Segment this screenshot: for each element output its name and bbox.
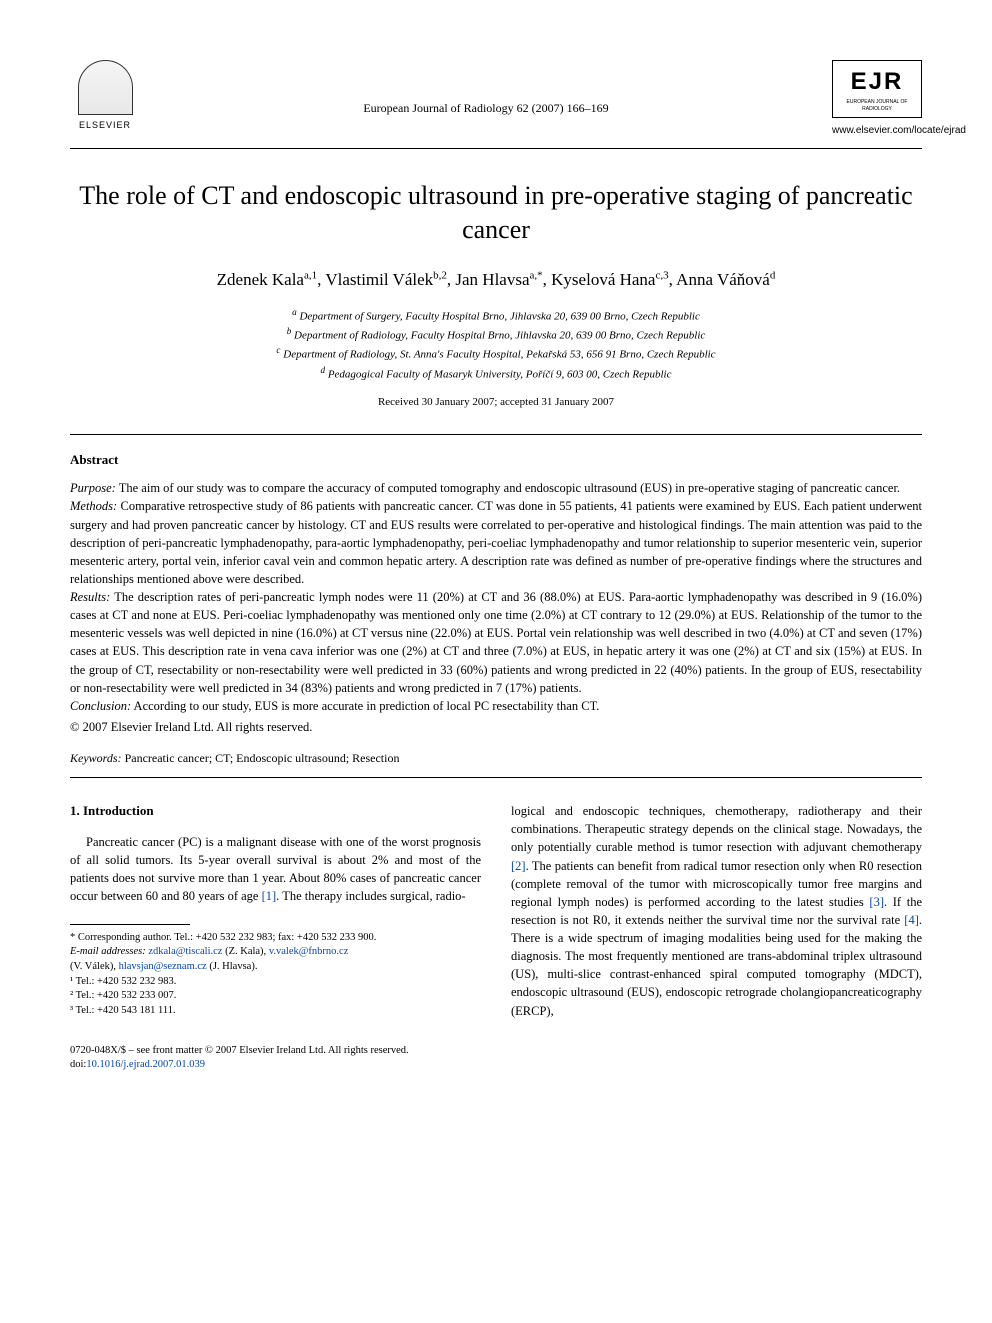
keywords-rule (70, 777, 922, 778)
bottom-meta: 0720-048X/$ – see front matter © 2007 El… (70, 1044, 922, 1073)
section-1-heading: 1. Introduction (70, 802, 481, 821)
article-title: The role of CT and endoscopic ultrasound… (70, 179, 922, 247)
ref-link-1[interactable]: [1] (262, 889, 277, 903)
purpose-text: The aim of our study was to compare the … (119, 481, 900, 495)
doi-link[interactable]: 10.1016/j.ejrad.2007.01.039 (86, 1059, 205, 1070)
publisher-name: ELSEVIER (79, 119, 131, 132)
email-link-2[interactable]: v.valek@fnbrno.cz (269, 946, 349, 957)
left-column: 1. Introduction Pancreatic cancer (PC) i… (70, 802, 481, 1020)
affiliation-b: b Department of Radiology, Faculty Hospi… (70, 325, 922, 344)
results-label: Results: (70, 590, 110, 604)
methods-label: Methods: (70, 499, 117, 513)
ref-link-3[interactable]: [3] (869, 895, 884, 909)
results-text: The description rates of peri-pancreatic… (70, 590, 922, 695)
email-line: E-mail addresses: zdkala@tiscali.cz (Z. … (70, 945, 481, 960)
corresponding-author-note: * Corresponding author. Tel.: +420 532 2… (70, 931, 481, 946)
affiliation-a: a Department of Surgery, Faculty Hospita… (70, 306, 922, 325)
conclusion-label: Conclusion: (70, 699, 131, 713)
page-header: ELSEVIER European Journal of Radiology 6… (70, 60, 922, 140)
journal-url[interactable]: www.elsevier.com/locate/ejrad (832, 124, 922, 138)
ref-link-2[interactable]: [2] (511, 859, 526, 873)
ejr-logo-box: EJR EUROPEAN JOURNAL OF RADIOLOGY (832, 60, 922, 118)
keywords-text: Pancreatic cancer; CT; Endoscopic ultras… (125, 751, 400, 765)
journal-reference: European Journal of Radiology 62 (2007) … (140, 60, 832, 117)
issn-line: 0720-048X/$ – see front matter © 2007 El… (70, 1044, 922, 1059)
email-link-3[interactable]: hlavsjan@seznam.cz (119, 961, 207, 972)
elsevier-tree-icon (78, 60, 133, 115)
affiliation-d: d Pedagogical Faculty of Masaryk Univers… (70, 364, 922, 383)
ref-link-4[interactable]: [4] (904, 913, 919, 927)
intro-paragraph-right: logical and endoscopic techniques, chemo… (511, 802, 922, 1020)
footnote-tel-1: ¹ Tel.: +420 532 232 983. (70, 975, 481, 990)
methods-text: Comparative retrospective study of 86 pa… (70, 499, 922, 586)
conclusion-text: According to our study, EUS is more accu… (134, 699, 600, 713)
abstract-top-rule (70, 434, 922, 435)
author-list: Zdenek Kalaa,1, Vlastimil Válekb,2, Jan … (70, 267, 922, 293)
abstract-body: Purpose: The aim of our study was to com… (70, 479, 922, 715)
email-link-1[interactable]: zdkala@tiscali.cz (148, 946, 222, 957)
affiliations: a Department of Surgery, Faculty Hospita… (70, 306, 922, 383)
abstract-heading: Abstract (70, 451, 922, 469)
header-rule (70, 148, 922, 149)
purpose-label: Purpose: (70, 481, 116, 495)
body-columns: 1. Introduction Pancreatic cancer (PC) i… (70, 802, 922, 1020)
intro-paragraph-left: Pancreatic cancer (PC) is a malignant di… (70, 833, 481, 906)
footnote-tel-2: ² Tel.: +420 532 233 007. (70, 989, 481, 1004)
footnote-tel-3: ³ Tel.: +420 543 181 111. (70, 1004, 481, 1019)
elsevier-logo: ELSEVIER (70, 60, 140, 140)
keywords-label: Keywords: (70, 751, 122, 765)
journal-logo-block: EJR EUROPEAN JOURNAL OF RADIOLOGY www.el… (832, 60, 922, 138)
footnotes: * Corresponding author. Tel.: +420 532 2… (70, 931, 481, 1019)
copyright-line: © 2007 Elsevier Ireland Ltd. All rights … (70, 719, 922, 737)
right-column: logical and endoscopic techniques, chemo… (511, 802, 922, 1020)
email-line-2: (V. Válek), hlavsjan@seznam.cz (J. Hlavs… (70, 960, 481, 975)
doi-line: doi:10.1016/j.ejrad.2007.01.039 (70, 1058, 922, 1073)
footnote-rule (70, 924, 190, 925)
ejr-fullname: EUROPEAN JOURNAL OF RADIOLOGY (841, 99, 913, 113)
affiliation-c: c Department of Radiology, St. Anna's Fa… (70, 344, 922, 363)
ejr-abbrev: EJR (841, 65, 913, 99)
keywords-block: Keywords: Pancreatic cancer; CT; Endosco… (70, 750, 922, 767)
article-dates: Received 30 January 2007; accepted 31 Ja… (70, 395, 922, 410)
